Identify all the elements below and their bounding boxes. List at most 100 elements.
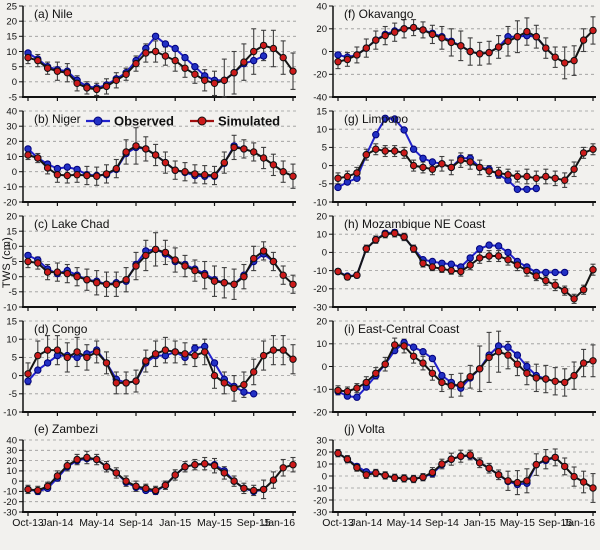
data-point-simulated (400, 25, 408, 33)
data-point-observed (523, 362, 531, 371)
y-tick-label: 15 (316, 106, 327, 117)
data-point-simulated (561, 378, 569, 387)
data-point-simulated (220, 279, 229, 287)
data-point-simulated (24, 370, 32, 378)
data-point-simulated (43, 482, 52, 491)
y-tick-label: 0 (322, 161, 327, 172)
data-point-simulated (250, 148, 258, 156)
panel-title: (c) Lake Chad (34, 217, 109, 231)
data-point-simulated (570, 371, 578, 380)
data-point-simulated (334, 267, 342, 276)
data-point-simulated (343, 55, 352, 64)
data-point-simulated (122, 148, 130, 156)
panel-title: (e) Zambezi (34, 422, 98, 436)
y-tick-label: 0 (12, 371, 17, 382)
data-point-simulated (362, 471, 371, 479)
data-point-simulated (122, 276, 130, 284)
data-point-simulated (343, 455, 352, 463)
data-point-simulated (151, 350, 160, 358)
data-point-simulated (259, 351, 268, 360)
x-axis (332, 411, 596, 416)
data-point-simulated (210, 371, 219, 380)
data-point-simulated (181, 167, 189, 176)
data-point-simulated (334, 174, 342, 183)
data-point-simulated (220, 379, 229, 387)
data-point-simulated (210, 462, 219, 470)
y-tick-label: 40 (6, 106, 17, 117)
data-point-simulated (181, 262, 189, 270)
data-point-simulated (372, 369, 380, 377)
data-point-simulated (409, 23, 418, 32)
data-point-simulated (201, 271, 209, 279)
y-tick-label: 5 (12, 353, 17, 364)
data-point-simulated (353, 51, 361, 59)
x-tick-label: Sep-15 (237, 517, 271, 529)
data-point-simulated (466, 158, 474, 166)
panel-title: (b) Niger (34, 112, 81, 126)
y-tick-label: 0 (12, 476, 17, 487)
data-point-simulated (259, 247, 268, 255)
data-point-observed (63, 163, 72, 171)
y-tick-label: 0 (12, 167, 17, 178)
data-point-simulated (83, 276, 91, 284)
data-point-simulated (259, 41, 268, 50)
y-tick-label: -5 (9, 287, 17, 298)
data-point-simulated (24, 53, 32, 62)
data-point-simulated (151, 245, 160, 254)
data-point-simulated (122, 477, 130, 485)
data-point-simulated (132, 377, 140, 385)
data-point-simulated (201, 460, 209, 468)
data-point-simulated (63, 353, 72, 362)
data-point-simulated (570, 295, 578, 303)
x-tick-label: May-15 (500, 517, 535, 529)
data-point-simulated (142, 484, 150, 493)
data-point-simulated (381, 471, 389, 480)
simulated-line (27, 44, 294, 91)
data-point-simulated (43, 268, 52, 276)
data-point-simulated (391, 341, 399, 349)
data-point-simulated (230, 384, 238, 393)
data-point-simulated (191, 351, 199, 360)
panel-title: (f) Okavango (344, 7, 414, 21)
data-point-simulated (201, 171, 209, 179)
data-point-simulated (334, 449, 342, 457)
data-point-simulated (34, 351, 42, 360)
data-point-simulated (171, 56, 179, 65)
y-tick-label: 5 (322, 143, 327, 154)
data-point-simulated (191, 170, 199, 178)
data-point-simulated (269, 161, 278, 169)
panel-title: (h) Mozambique NE Coast (344, 217, 486, 231)
grid-lines (333, 5, 596, 75)
data-point-simulated (181, 350, 189, 358)
data-point-observed (504, 248, 512, 257)
x-axis (332, 306, 596, 311)
data-point-simulated (372, 145, 380, 153)
panel-f: -40 -20 0 20 40 (f) Okavango (313, 1, 597, 103)
data-point-simulated (334, 58, 342, 66)
data-point-simulated (542, 44, 550, 52)
data-point-simulated (240, 145, 248, 153)
data-point-simulateds (334, 23, 597, 67)
data-point-simulated (362, 245, 371, 253)
data-point-simulated (201, 348, 209, 356)
data-point-simulated (161, 248, 170, 257)
data-point-simulated (476, 50, 484, 58)
data-point-simulated (63, 69, 72, 77)
y-tick-label: 30 (6, 122, 17, 133)
y-tick-label: 20 (6, 17, 17, 28)
data-point-simulated (466, 373, 474, 381)
y-tick-label: 10 (316, 230, 327, 241)
data-point-simulated (579, 478, 588, 486)
y-tick-label: 20 (6, 211, 17, 222)
data-point-simulateds (24, 453, 297, 495)
y-tick-label: 5 (12, 62, 17, 73)
data-point-simulated (494, 169, 503, 177)
panel-d: -10 -5 0 5 10 15 (d) Congo (3, 316, 297, 418)
x-tick-label: Jan-15 (159, 517, 191, 529)
x-tick-label: Jan-16 (563, 517, 595, 529)
data-point-simulated (151, 47, 160, 56)
